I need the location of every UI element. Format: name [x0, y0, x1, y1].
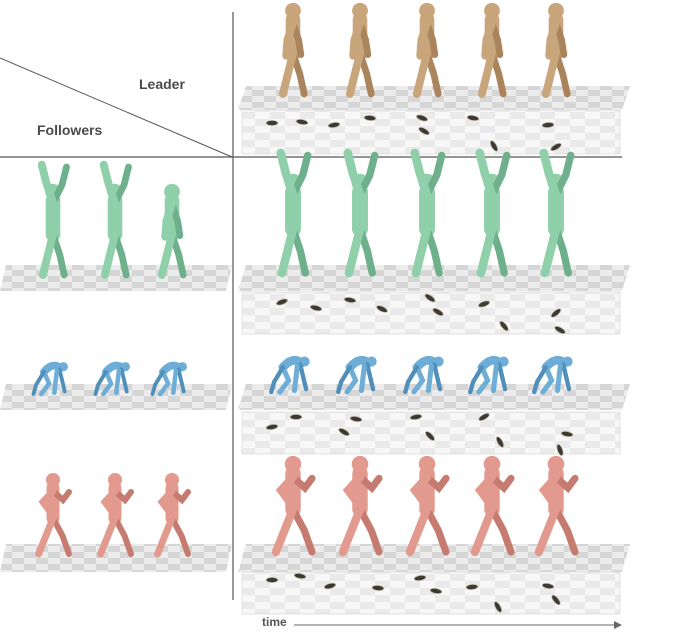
right-floor-follower-blue	[238, 384, 630, 410]
header-diagonal	[0, 57, 233, 158]
figure-follower-pink-1	[271, 455, 316, 557]
footprint-follower-green-3	[343, 296, 357, 304]
footprint-follower-pink-2	[293, 572, 307, 580]
footprint-follower-pink-4	[371, 584, 385, 592]
footprint-follower-blue-9	[560, 430, 574, 438]
footprint-leader-8	[541, 121, 555, 129]
left-floor-follower-pink	[0, 544, 232, 572]
footprint-follower-green-4	[376, 305, 388, 313]
footprint-follower-green-8	[499, 320, 509, 332]
reference-figure-follower-pink-2	[97, 473, 134, 558]
footprint-follower-pink-6	[429, 587, 443, 595]
footprint-follower-blue-10	[556, 443, 564, 457]
footprint-leader-9	[489, 140, 499, 152]
scene-row-follower-blue	[0, 355, 630, 457]
figure-follower-blue-5	[532, 355, 573, 395]
figure-leader-4	[477, 2, 507, 98]
footprint-follower-blue-2	[289, 413, 303, 420]
footprint-leader-10	[550, 142, 562, 152]
footprint-follower-green-9	[550, 308, 562, 318]
footprint-follower-pink-5	[413, 574, 427, 582]
reference-figure-follower-green-1	[37, 160, 70, 279]
footprint-follower-pink-3	[323, 582, 337, 590]
scene-row-leader	[238, 2, 630, 155]
footprint-leader-4	[363, 114, 377, 122]
footprint-leader-2	[295, 118, 309, 126]
figure-leader-2	[345, 2, 375, 98]
reference-figure-follower-blue-3	[150, 361, 187, 397]
figure-follower-pink-5	[534, 455, 579, 557]
time-axis-label: time	[262, 615, 287, 629]
followers-label: Followers	[37, 122, 103, 138]
footprint-follower-pink-9	[541, 582, 555, 590]
right-floor-follower-pink	[238, 544, 630, 572]
footprint-follower-pink-10	[551, 594, 561, 606]
figure-follower-pink-4	[470, 455, 515, 557]
reference-figure-follower-green-2	[99, 160, 132, 279]
footprint-follower-blue-7	[478, 412, 490, 422]
reference-figure-follower-pink-1	[35, 473, 72, 558]
footprint-follower-blue-8	[495, 436, 505, 448]
right-floor-leader	[238, 86, 630, 110]
reference-figure-follower-pink-3	[154, 473, 191, 558]
footprint-follower-blue-3	[338, 427, 350, 437]
time-axis-arrowhead	[614, 621, 622, 629]
figure-follower-pink-3	[405, 455, 450, 557]
scene-row-follower-green	[0, 148, 630, 335]
footprint-follower-blue-1	[265, 423, 279, 431]
figure-leader-1	[278, 2, 308, 98]
figure-follower-green-1	[276, 148, 312, 278]
figure-follower-blue-1	[269, 355, 310, 395]
figure-follower-green-3	[410, 148, 446, 278]
right-floor-follower-green	[238, 265, 630, 291]
figure-leader-5	[541, 2, 571, 98]
footprint-leader-7	[466, 114, 480, 122]
footprint-follower-blue-5	[409, 413, 423, 421]
footprint-leader-3	[327, 121, 341, 129]
footprint-follower-blue-6	[424, 430, 436, 442]
figure-follower-green-4	[475, 148, 511, 278]
footprint-follower-green-10	[554, 325, 566, 335]
figure-follower-blue-3	[403, 355, 444, 395]
leader-label: Leader	[139, 76, 185, 92]
figure-follower-blue-4	[468, 355, 509, 395]
footprint-follower-pink-8	[493, 601, 503, 613]
footprint-follower-blue-4	[349, 415, 363, 423]
scenes	[0, 2, 630, 615]
scene-row-follower-pink	[0, 455, 630, 615]
reference-figure-follower-green-3	[157, 183, 187, 279]
footprint-follower-green-6	[432, 307, 444, 317]
reference-figure-follower-blue-1	[31, 361, 68, 397]
figure-follower-green-2	[343, 148, 379, 278]
figure-leader-3	[412, 2, 442, 98]
footprint-follower-pink-1	[265, 577, 279, 584]
figure-follower-pink-2	[338, 455, 383, 557]
footprint-leader-1	[265, 120, 279, 127]
footprint-follower-green-5	[424, 293, 436, 303]
footprint-track-follower-pink	[241, 571, 621, 615]
footprint-follower-green-7	[477, 300, 491, 308]
footprint-follower-green-2	[309, 304, 323, 312]
figure-follower-green-5	[539, 148, 575, 278]
footprint-track-leader	[241, 109, 621, 155]
figure-follower-blue-2	[336, 355, 377, 395]
reference-figure-follower-blue-2	[93, 361, 130, 397]
left-floor-follower-green	[0, 265, 232, 291]
footprint-follower-green-1	[275, 298, 289, 306]
footprint-follower-pink-7	[465, 583, 479, 591]
footprint-leader-6	[418, 126, 430, 136]
footprint-leader-5	[415, 114, 429, 122]
